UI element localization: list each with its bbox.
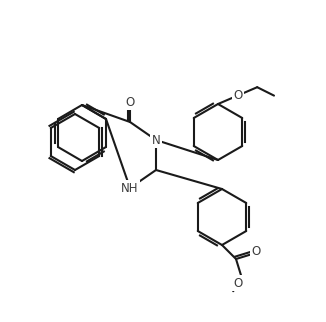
Text: O: O bbox=[126, 96, 135, 109]
Text: O: O bbox=[233, 89, 242, 102]
Text: O: O bbox=[252, 245, 261, 258]
Text: N: N bbox=[152, 134, 160, 147]
Text: O: O bbox=[233, 277, 242, 290]
Text: NH: NH bbox=[121, 182, 139, 194]
